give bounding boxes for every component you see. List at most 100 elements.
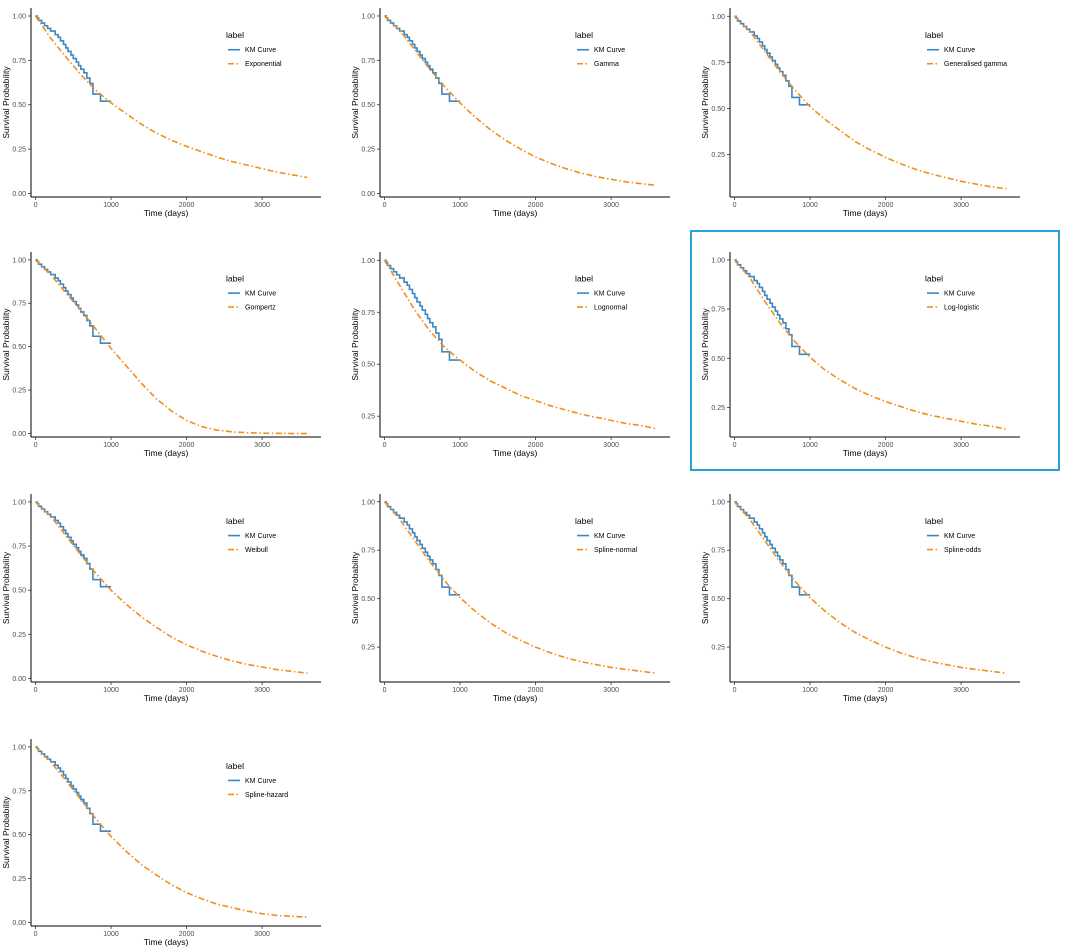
- survival-chart-panel: 0.00 0.25 0.50 0.75 1.00 0 1000 2000 3000 Time (d…: [1, 8, 321, 218]
- y-tick-label: 0.50: [12, 832, 26, 839]
- y-tick-label: 0.25: [12, 632, 26, 639]
- legend-title: label: [575, 274, 593, 284]
- y-tick-label: 0.50: [12, 588, 26, 595]
- legend-title: label: [925, 274, 943, 284]
- survival-chart-panel: 0.25 0.50 0.75 1.00 0 1000 2000 3000 Time (days)…: [350, 252, 670, 458]
- x-tick-label: 3000: [603, 442, 619, 449]
- x-tick-label: 1000: [802, 687, 818, 694]
- y-tick-label: 0.50: [361, 362, 375, 369]
- km-curve-line: [734, 259, 811, 356]
- x-tick-label: 3000: [254, 202, 270, 209]
- x-axis-title: Time (days): [843, 208, 888, 218]
- x-axis-title: Time (days): [144, 937, 189, 947]
- x-tick-label: 1000: [103, 687, 119, 694]
- y-tick-label: 0.50: [12, 102, 26, 109]
- legend-title: label: [226, 274, 244, 284]
- legend-entry-label: KM Curve: [944, 47, 975, 54]
- x-tick-label: 2000: [528, 442, 544, 449]
- y-axis-title: Survival Probability: [700, 66, 710, 139]
- x-tick-label: 3000: [603, 687, 619, 694]
- km-curve-line: [384, 15, 461, 102]
- legend-title: label: [575, 30, 593, 40]
- survival-chart-panel: 0.00 0.25 0.50 0.75 1.00 0 1000 2000 3000 Time (d…: [1, 494, 321, 703]
- y-tick-label: 0.25: [711, 645, 725, 652]
- y-tick-label: 0.75: [361, 58, 375, 65]
- legend-title: label: [226, 516, 244, 526]
- y-tick-label: 0.25: [711, 405, 725, 412]
- x-tick-label: 1000: [452, 442, 468, 449]
- legend-entry-label: KM Curve: [944, 291, 975, 298]
- y-tick-label: 1.00: [361, 499, 375, 506]
- y-tick-label: 0.50: [361, 102, 375, 109]
- fitted-curve-line: [383, 501, 657, 675]
- x-tick-label: 0: [34, 687, 38, 694]
- y-axis-title: Survival Probability: [1, 551, 11, 624]
- x-tick-label: 2000: [179, 202, 195, 209]
- x-tick-label: 1000: [103, 202, 119, 209]
- legend-entry-label: KM Curve: [944, 533, 975, 540]
- x-tick-label: 3000: [953, 202, 969, 209]
- legend-entry-label: Log-logistic: [944, 305, 980, 312]
- km-curve-line: [35, 259, 112, 344]
- legend-title: label: [925, 516, 943, 526]
- x-tick-label: 3000: [953, 442, 969, 449]
- legend-entry-label: Gompertz: [245, 305, 276, 312]
- y-tick-label: 0.00: [12, 431, 26, 438]
- y-tick-label: 1.00: [12, 257, 26, 264]
- x-tick-label: 2000: [528, 687, 544, 694]
- x-axis-title: Time (days): [144, 693, 189, 703]
- fitted-curve-line: [733, 15, 1007, 190]
- survival-chart-panel: 0.00 0.25 0.50 0.75 1.00 0 1000 2000 3000 Time (d…: [1, 739, 321, 947]
- x-tick-label: 0: [34, 931, 38, 938]
- y-tick-label: 0.50: [711, 596, 725, 603]
- x-tick-label: 2000: [528, 202, 544, 209]
- x-tick-label: 2000: [179, 687, 195, 694]
- y-tick-label: 1.00: [361, 258, 375, 265]
- y-tick-label: 0.75: [12, 58, 26, 65]
- y-axis-title: Survival Probability: [1, 308, 11, 381]
- x-tick-label: 1000: [452, 687, 468, 694]
- fitted-curve-line: [34, 15, 308, 179]
- y-tick-label: 0.75: [711, 60, 725, 67]
- y-tick-label: 0.75: [361, 548, 375, 555]
- fitted-curve-line: [733, 501, 1007, 675]
- km-curve-line: [384, 259, 461, 361]
- survival-chart-panel: 0.00 0.25 0.50 0.75 1.00 0 1000 2000 3000 Time (d…: [1, 252, 321, 458]
- y-tick-label: 0.75: [361, 310, 375, 317]
- legend-entry-label: Spline-hazard: [245, 792, 288, 799]
- km-curve-line: [35, 501, 112, 588]
- y-tick-label: 1.00: [711, 499, 725, 506]
- legend-entry-label: Spline-normal: [594, 547, 638, 554]
- x-tick-label: 3000: [254, 442, 270, 449]
- survival-chart-panel: 0.25 0.50 0.75 1.00 0 1000 2000 3000 Time (days)…: [700, 494, 1020, 703]
- y-tick-label: 1.00: [12, 499, 26, 506]
- x-tick-label: 2000: [179, 931, 195, 938]
- y-axis-title: Survival Probability: [1, 796, 11, 869]
- x-tick-label: 2000: [878, 202, 894, 209]
- legend-title: label: [925, 30, 943, 40]
- legend-title: label: [226, 30, 244, 40]
- x-tick-label: 0: [34, 442, 38, 449]
- fitted-curve-line: [34, 746, 308, 919]
- fitted-curve-line: [733, 259, 1007, 430]
- fitted-curve-line: [34, 259, 308, 435]
- x-tick-label: 1000: [802, 442, 818, 449]
- y-tick-label: 0.25: [12, 876, 26, 883]
- legend-entry-label: Exponential: [245, 61, 282, 68]
- legend-entry-label: KM Curve: [245, 47, 276, 54]
- km-curve-line: [35, 746, 112, 832]
- y-tick-label: 0.00: [12, 676, 26, 683]
- km-curve-line: [734, 15, 811, 106]
- legend-entry-label: KM Curve: [245, 533, 276, 540]
- y-tick-label: 0.75: [711, 548, 725, 555]
- y-axis-title: Survival Probability: [1, 66, 11, 139]
- x-tick-label: 0: [733, 687, 737, 694]
- x-tick-label: 2000: [878, 687, 894, 694]
- y-tick-label: 1.00: [711, 14, 725, 21]
- y-tick-label: 0.50: [711, 106, 725, 113]
- legend-entry-label: Weibull: [245, 547, 268, 554]
- survival-chart-panel: 0.25 0.50 0.75 1.00 0 1000 2000 3000 Time (days)…: [350, 494, 670, 703]
- survival-chart-panel: 0.25 0.50 0.75 1.00 0 1000 2000 3000 Time (days)…: [690, 230, 1060, 471]
- legend-entry-label: Lognormal: [594, 305, 628, 312]
